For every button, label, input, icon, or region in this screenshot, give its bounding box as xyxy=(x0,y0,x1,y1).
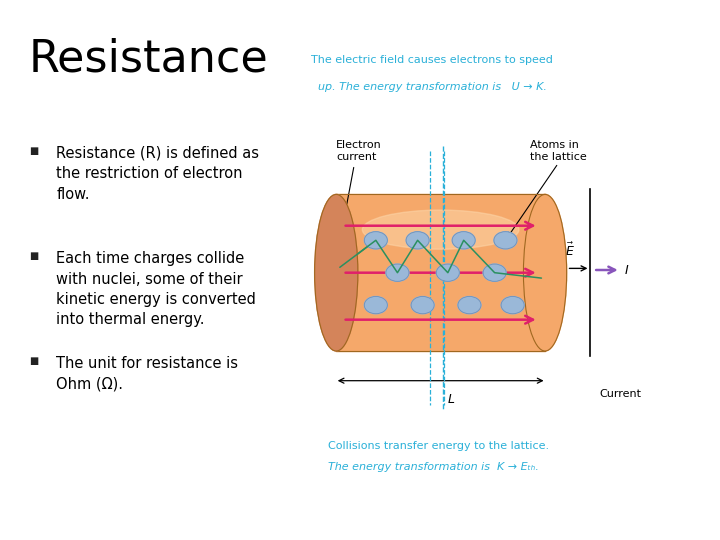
Text: L: L xyxy=(448,393,455,406)
Circle shape xyxy=(411,296,434,314)
Text: Resistance (R) is defined as
the restriction of electron
flow.: Resistance (R) is defined as the restric… xyxy=(56,146,259,201)
Circle shape xyxy=(364,232,387,249)
Circle shape xyxy=(452,232,475,249)
Bar xyxy=(336,194,545,351)
Circle shape xyxy=(483,264,506,281)
Text: Atoms in
the lattice: Atoms in the lattice xyxy=(529,140,586,162)
Text: $\vec{E}$: $\vec{E}$ xyxy=(565,242,575,259)
Text: Electron
current: Electron current xyxy=(336,140,382,162)
Circle shape xyxy=(364,296,387,314)
Text: ■: ■ xyxy=(29,251,38,261)
Text: Current: Current xyxy=(599,389,641,399)
Text: Collisions transfer energy to the lattice.: Collisions transfer energy to the lattic… xyxy=(328,441,549,451)
Circle shape xyxy=(386,264,409,281)
Text: The energy transformation is  K → Eₜₕ.: The energy transformation is K → Eₜₕ. xyxy=(328,462,539,472)
Circle shape xyxy=(501,296,524,314)
Text: The unit for resistance is
Ohm (Ω).: The unit for resistance is Ohm (Ω). xyxy=(56,356,238,392)
Text: I: I xyxy=(624,264,628,276)
Text: ■: ■ xyxy=(29,146,38,156)
Circle shape xyxy=(406,232,429,249)
Ellipse shape xyxy=(315,194,358,351)
Text: ■: ■ xyxy=(29,356,38,367)
Text: up. The energy transformation is   U → K.: up. The energy transformation is U → K. xyxy=(318,82,546,92)
Circle shape xyxy=(436,264,459,281)
Circle shape xyxy=(494,232,517,249)
Text: Resistance: Resistance xyxy=(29,38,269,81)
Ellipse shape xyxy=(362,210,519,249)
Text: Each time charges collide
with nuclei, some of their
kinetic energy is converted: Each time charges collide with nuclei, s… xyxy=(56,251,256,327)
Text: The electric field causes electrons to speed: The electric field causes electrons to s… xyxy=(311,55,553,65)
Ellipse shape xyxy=(523,194,567,351)
Circle shape xyxy=(458,296,481,314)
